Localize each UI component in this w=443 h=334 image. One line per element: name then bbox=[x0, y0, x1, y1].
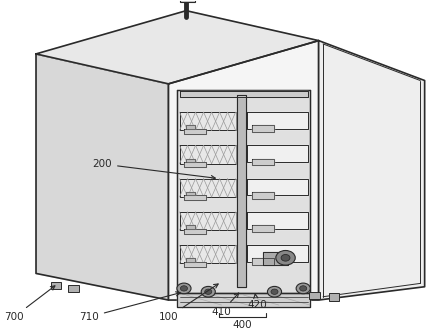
Text: 710: 710 bbox=[79, 292, 180, 322]
Circle shape bbox=[276, 250, 295, 265]
Polygon shape bbox=[319, 41, 425, 300]
Polygon shape bbox=[186, 259, 195, 262]
Bar bbox=[179, 0, 195, 2]
Text: 400: 400 bbox=[233, 320, 253, 330]
Text: 700: 700 bbox=[4, 286, 55, 322]
Polygon shape bbox=[247, 212, 307, 228]
Polygon shape bbox=[179, 179, 236, 197]
Polygon shape bbox=[186, 159, 195, 162]
Text: 420: 420 bbox=[247, 294, 267, 310]
Circle shape bbox=[177, 283, 191, 294]
Polygon shape bbox=[247, 112, 307, 129]
Polygon shape bbox=[252, 192, 274, 199]
Circle shape bbox=[205, 289, 212, 294]
Polygon shape bbox=[252, 126, 274, 132]
Polygon shape bbox=[36, 11, 319, 84]
Polygon shape bbox=[179, 145, 236, 164]
Polygon shape bbox=[184, 262, 206, 267]
Circle shape bbox=[299, 286, 307, 291]
Polygon shape bbox=[264, 252, 288, 265]
Text: 100: 100 bbox=[159, 284, 218, 322]
Polygon shape bbox=[179, 245, 236, 264]
Polygon shape bbox=[252, 259, 274, 265]
Polygon shape bbox=[179, 112, 236, 130]
Bar bbox=[309, 292, 319, 299]
Polygon shape bbox=[36, 54, 168, 300]
Polygon shape bbox=[186, 126, 195, 129]
Polygon shape bbox=[247, 145, 307, 162]
Bar bbox=[51, 282, 61, 289]
Polygon shape bbox=[184, 129, 206, 134]
Polygon shape bbox=[177, 293, 310, 307]
Polygon shape bbox=[179, 91, 307, 97]
Circle shape bbox=[180, 286, 187, 291]
Polygon shape bbox=[184, 162, 206, 167]
Bar bbox=[329, 293, 339, 301]
Polygon shape bbox=[179, 212, 236, 230]
Bar bbox=[68, 285, 79, 292]
Polygon shape bbox=[177, 91, 310, 293]
Circle shape bbox=[296, 283, 310, 294]
Polygon shape bbox=[237, 96, 246, 287]
Text: 410: 410 bbox=[212, 293, 239, 317]
Polygon shape bbox=[184, 228, 206, 233]
Polygon shape bbox=[184, 195, 206, 200]
Polygon shape bbox=[186, 225, 195, 228]
Polygon shape bbox=[186, 192, 195, 195]
Circle shape bbox=[268, 287, 282, 297]
Polygon shape bbox=[247, 179, 307, 195]
Polygon shape bbox=[252, 225, 274, 232]
Polygon shape bbox=[168, 41, 319, 300]
Polygon shape bbox=[252, 159, 274, 165]
Circle shape bbox=[201, 287, 215, 297]
Text: 200: 200 bbox=[93, 159, 215, 180]
Polygon shape bbox=[247, 245, 307, 262]
Circle shape bbox=[281, 255, 290, 261]
Circle shape bbox=[271, 289, 278, 294]
